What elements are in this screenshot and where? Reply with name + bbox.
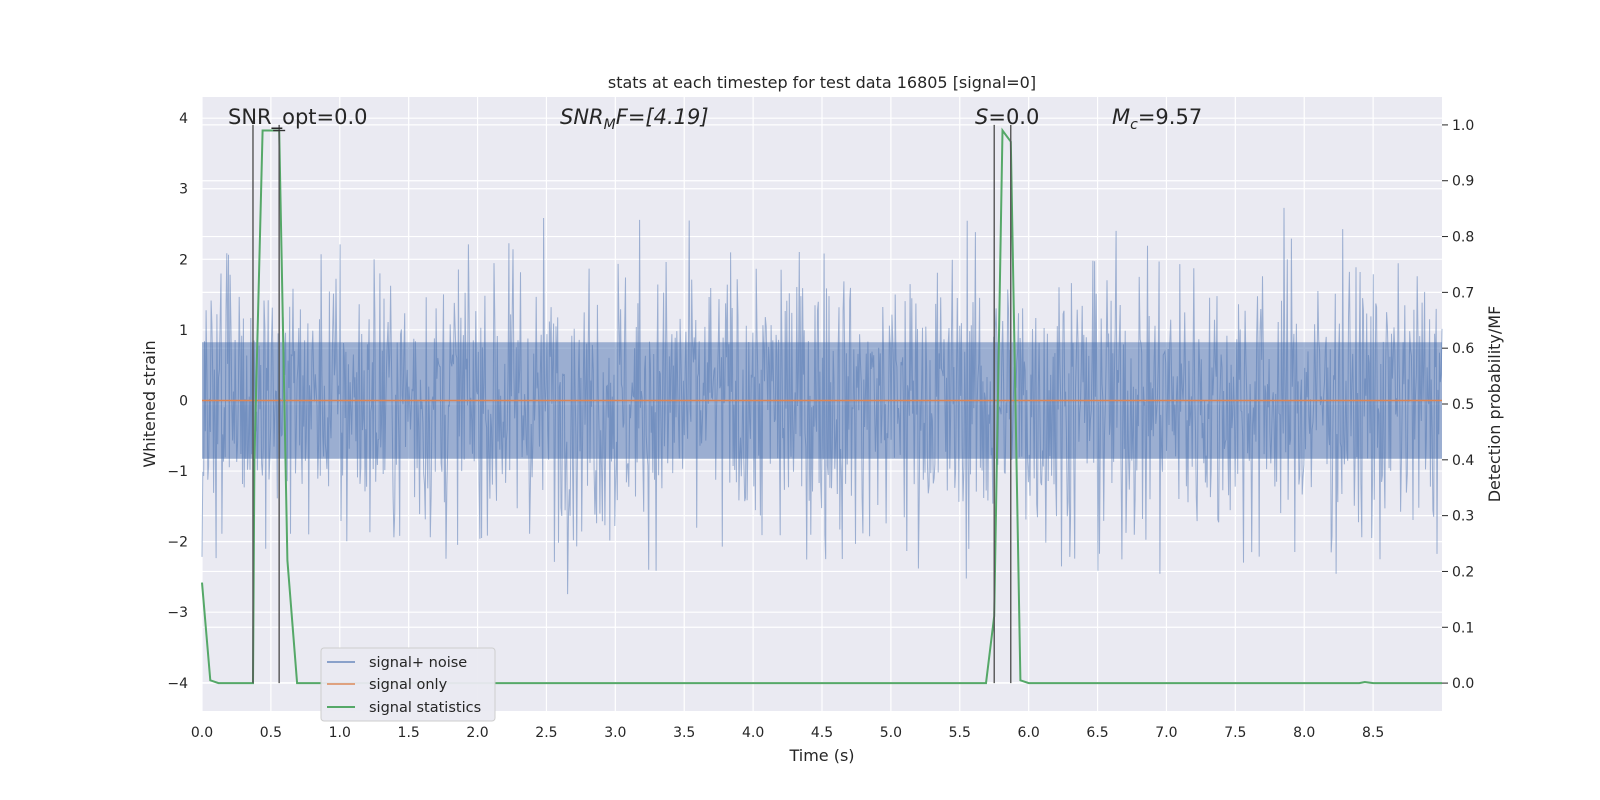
y2-tick-label-4: 0.4 xyxy=(1452,453,1474,469)
legend-label-signal-only: signal only xyxy=(369,677,448,693)
x-tick-label-7: 3.5 xyxy=(673,725,695,741)
annotation-s-rest: =0.0 xyxy=(988,105,1039,129)
x-tick-label-5: 2.5 xyxy=(535,725,557,741)
signal-statistics-line xyxy=(201,127,1442,685)
y2-axis-label: Detection probability/MF xyxy=(1485,306,1504,503)
x-tick-label-3: 1.5 xyxy=(398,725,420,741)
stats-series xyxy=(201,127,1442,685)
annotation-mc-label: M xyxy=(1112,105,1130,129)
annotation-mc-sub: c xyxy=(1130,117,1138,133)
legend-label-signal-statistics: signal statistics xyxy=(369,700,481,716)
y2-tick-label-1: 0.1 xyxy=(1452,620,1474,636)
y-tick-label-5: 1 xyxy=(179,323,188,339)
x-tick-label-17: 8.5 xyxy=(1362,725,1384,741)
x-tick-label-13: 6.5 xyxy=(1086,725,1108,741)
y-tick-label-4: 0 xyxy=(179,393,188,409)
annotation-snr-mf: SNRMF=[4.19] xyxy=(560,105,709,133)
x-axis-label: Time (s) xyxy=(788,746,854,765)
y-tick-label-1: −3 xyxy=(167,605,188,621)
x-tick-labels: 0.0 0.5 1.0 1.5 2.0 2.5 3.0 3.5 4.0 4.5 5.0 5.5 6.0 6… xyxy=(191,725,1384,741)
y-tick-label-3: −1 xyxy=(167,464,188,480)
y2-tick-labels: 0.0 0.1 0.2 0.3 0.4 0.5 0.6 0.7 0.8 0.9 1.0 xyxy=(1442,118,1474,692)
y-tick-label-6: 2 xyxy=(179,252,188,268)
y-tick-label-0: −4 xyxy=(167,676,188,692)
x-tick-label-15: 7.5 xyxy=(1224,725,1246,741)
x-tick-label-4: 2.0 xyxy=(466,725,488,741)
x-tick-label-0: 0.0 xyxy=(191,725,213,741)
x-tick-label-6: 3.0 xyxy=(604,725,626,741)
annotation-mc-rest: =9.57 xyxy=(1138,105,1202,129)
x-tick-label-14: 7.0 xyxy=(1155,725,1177,741)
x-tick-label-2: 1.0 xyxy=(329,725,351,741)
y2-tick-label-9: 0.9 xyxy=(1452,174,1474,190)
y-tick-label-2: −2 xyxy=(167,535,188,551)
annotation-snr-mf-rest: F=[4.19] xyxy=(616,105,709,129)
y2-tick-label-7: 0.7 xyxy=(1452,285,1474,301)
noise-line xyxy=(201,207,1443,595)
legend-label-signal-noise: signal+ noise xyxy=(369,655,467,671)
y2-tick-label-0: 0.0 xyxy=(1452,676,1474,692)
chart-title: stats at each timestep for test data 168… xyxy=(608,73,1036,92)
annotation-snr-mf-label: SNR xyxy=(560,105,604,129)
x-tick-label-8: 4.0 xyxy=(742,725,764,741)
annotation-s-label: S xyxy=(975,105,988,129)
x-tick-label-9: 4.5 xyxy=(811,725,833,741)
legend: signal+ noise signal only signal statist… xyxy=(320,647,496,722)
y2-tick-label-2: 0.2 xyxy=(1452,564,1474,580)
y2-tick-label-5: 0.5 xyxy=(1452,397,1474,413)
x-tick-label-1: 0.5 xyxy=(260,725,282,741)
annotation-snr-opt: SNR_opt=0.0 xyxy=(228,105,368,130)
annotation-mc: Mc=9.57 xyxy=(1112,105,1202,133)
x-tick-label-16: 8.0 xyxy=(1293,725,1315,741)
y-tick-labels: −4 −3 −2 −1 0 1 2 3 4 xyxy=(167,111,188,692)
y2-tick-label-3: 0.3 xyxy=(1452,509,1474,525)
x-tick-label-11: 5.5 xyxy=(949,725,971,741)
x-tick-label-12: 6.0 xyxy=(1018,725,1040,741)
y2-tick-label-10: 1.0 xyxy=(1452,118,1474,134)
y2-tick-label-6: 0.6 xyxy=(1452,341,1474,357)
x-tick-label-10: 5.0 xyxy=(880,725,902,741)
annotation-snr-mf-sub: M xyxy=(604,117,616,133)
legend-box xyxy=(320,647,496,722)
y2-tick-label-8: 0.8 xyxy=(1452,230,1474,246)
annotation-s: S=0.0 xyxy=(975,105,1039,129)
vertical-markers xyxy=(252,124,1012,684)
y-axis-label: Whitened strain xyxy=(140,340,159,467)
y-tick-label-7: 3 xyxy=(179,182,188,198)
y-tick-label-8: 4 xyxy=(179,111,188,127)
annotations: SNR_opt=0.0 SNRMF=[4.19] S=0.0 Mc=9.57 xyxy=(228,105,1202,133)
